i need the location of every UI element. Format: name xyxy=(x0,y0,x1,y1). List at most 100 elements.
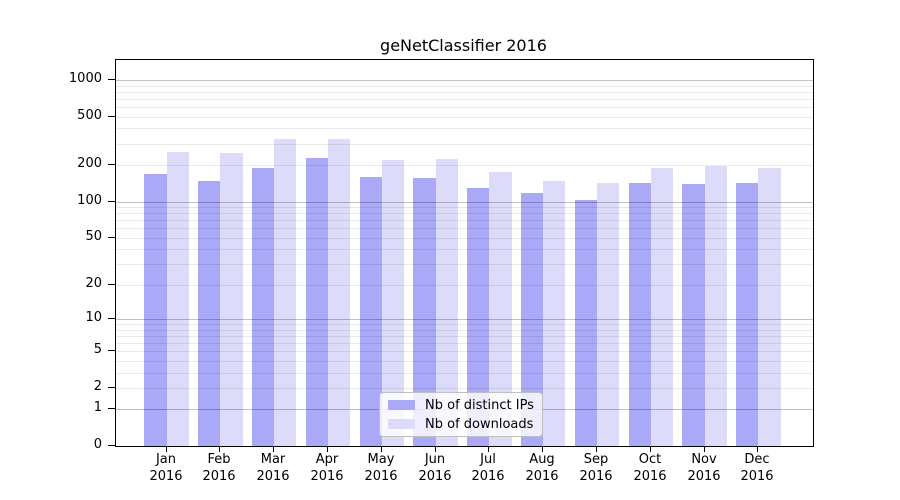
gridline xyxy=(116,107,813,108)
legend-label-distinct-ips: Nb of distinct IPs xyxy=(425,397,534,413)
x-tick-mark xyxy=(273,446,274,452)
bar-downloads-jan xyxy=(166,151,189,446)
y-tick-mark xyxy=(108,387,115,388)
gridline xyxy=(116,343,813,344)
gridline xyxy=(116,92,813,93)
year-label: 2016 xyxy=(310,469,344,484)
x-tick-label-apr: Apr 2016 xyxy=(295,451,359,485)
y-tick-label: 500 xyxy=(77,108,102,123)
gridline xyxy=(116,80,813,81)
gridline xyxy=(116,165,813,166)
x-tick-mark xyxy=(650,446,651,452)
bar-distinct-ips-dec xyxy=(736,182,759,446)
y-tick-label: 20 xyxy=(85,276,102,291)
month-label: Jan xyxy=(155,452,177,467)
legend: Nb of distinct IPs Nb of downloads xyxy=(379,392,543,437)
plot-area xyxy=(115,59,814,447)
gridline xyxy=(116,264,813,265)
gridline xyxy=(116,373,813,374)
month-label: Sep xyxy=(583,452,609,467)
gridline xyxy=(116,319,813,320)
y-tick-mark xyxy=(108,284,115,285)
bar-distinct-ips-nov xyxy=(682,183,705,446)
gridline xyxy=(116,388,813,389)
month-label: Dec xyxy=(744,452,770,467)
x-tick-label-aug: Aug 2016 xyxy=(510,451,574,485)
x-tick-mark xyxy=(488,446,489,452)
bar-distinct-ips-aug xyxy=(520,192,544,446)
month-label: May xyxy=(367,452,395,467)
gridline xyxy=(116,361,813,362)
gridline xyxy=(116,99,813,100)
year-label: 2016 xyxy=(364,469,398,484)
bar-downloads-aug xyxy=(543,181,566,446)
y-tick-label: 1000 xyxy=(68,71,102,86)
gridline xyxy=(116,117,813,118)
month-label: Jul xyxy=(480,452,496,467)
bar-downloads-sep xyxy=(597,182,620,446)
x-tick-mark xyxy=(542,446,543,452)
month-label: Mar xyxy=(260,452,286,467)
x-tick-label-feb: Feb 2016 xyxy=(187,451,251,485)
y-tick-label: 10 xyxy=(85,310,102,325)
gridline xyxy=(116,213,813,214)
y-tick-mark xyxy=(108,237,115,238)
year-label: 2016 xyxy=(740,469,774,484)
year-label: 2016 xyxy=(149,469,183,484)
bar-downloads-jun xyxy=(435,158,458,446)
legend-label-downloads: Nb of downloads xyxy=(425,416,534,432)
x-tick-label-oct: Oct 2016 xyxy=(618,451,682,485)
gridline xyxy=(116,220,813,221)
y-tick-label: 100 xyxy=(77,193,102,208)
x-tick-mark xyxy=(219,446,220,452)
y-tick-label: 50 xyxy=(85,229,102,244)
y-tick-mark xyxy=(108,116,115,117)
month-label: Apr xyxy=(315,452,339,467)
bar-downloads-dec xyxy=(758,167,781,446)
gridline xyxy=(116,324,813,325)
bar-distinct-ips-mar xyxy=(251,168,275,446)
x-tick-mark xyxy=(435,446,436,452)
bar-distinct-ips-sep xyxy=(574,199,597,446)
x-tick-label-sep: Sep 2016 xyxy=(564,451,628,485)
x-tick-mark xyxy=(381,446,382,452)
year-label: 2016 xyxy=(687,469,721,484)
x-tick-label-may: May 2016 xyxy=(349,451,413,485)
year-label: 2016 xyxy=(579,469,613,484)
y-tick-label: 200 xyxy=(77,156,102,171)
bar-downloads-oct xyxy=(650,167,674,446)
y-tick-mark xyxy=(108,318,115,319)
gridline xyxy=(116,128,813,129)
gridline xyxy=(116,86,813,87)
legend-swatch-downloads xyxy=(388,419,415,429)
x-tick-mark xyxy=(704,446,705,452)
gridline xyxy=(116,285,813,286)
month-label: Oct xyxy=(638,452,662,467)
year-label: 2016 xyxy=(418,469,452,484)
y-tick-mark xyxy=(108,164,115,165)
legend-swatch-distinct-ips xyxy=(388,400,415,410)
year-label: 2016 xyxy=(256,469,290,484)
y-tick-mark xyxy=(108,350,115,351)
year-label: 2016 xyxy=(525,469,559,484)
bar-distinct-ips-oct xyxy=(628,182,651,446)
legend-entry-downloads: Nb of downloads xyxy=(388,417,534,432)
x-tick-label-jan: Jan 2016 xyxy=(134,451,198,485)
bar-distinct-ips-apr xyxy=(305,158,328,446)
x-tick-mark xyxy=(596,446,597,452)
y-tick-label: 2 xyxy=(93,379,102,394)
month-label: Aug xyxy=(529,452,555,467)
legend-entry-distinct-ips: Nb of distinct IPs xyxy=(388,398,534,413)
y-tick-label: 0 xyxy=(93,437,102,452)
bar-downloads-jul xyxy=(489,172,512,446)
gridline xyxy=(116,351,813,352)
bar-downloads-mar xyxy=(274,138,297,446)
bar-distinct-ips-jan xyxy=(144,173,167,446)
gridline xyxy=(116,330,813,331)
y-tick-mark xyxy=(108,408,115,409)
year-label: 2016 xyxy=(633,469,667,484)
gridline xyxy=(116,336,813,337)
x-tick-mark xyxy=(757,446,758,452)
y-tick-mark xyxy=(108,201,115,202)
